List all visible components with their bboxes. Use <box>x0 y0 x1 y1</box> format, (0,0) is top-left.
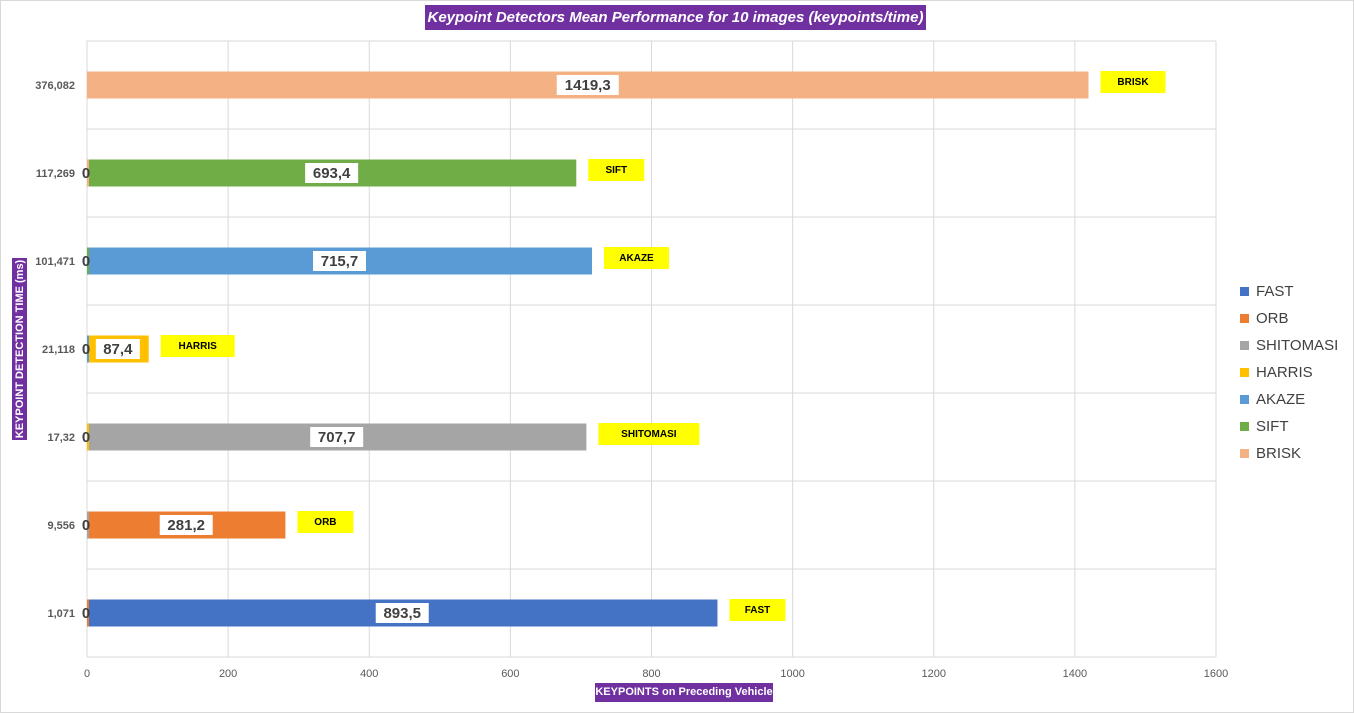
x-tick-label: 800 <box>642 668 660 680</box>
x-tick-label: 600 <box>501 668 519 680</box>
data-label: 0 <box>82 253 90 270</box>
legend-swatch <box>1240 449 1249 458</box>
data-label: 0 <box>82 341 90 358</box>
annotation-label: BRISK <box>1117 77 1149 88</box>
annotation-box <box>598 423 700 445</box>
legend-swatch <box>1240 287 1249 296</box>
chart-title: Keypoint Detectors Mean Performance for … <box>425 5 926 30</box>
y-tick-label: 117,269 <box>36 168 75 180</box>
x-tick-label: 1200 <box>922 668 946 680</box>
legend-label: ORB <box>1256 310 1289 327</box>
y-tick-label: 9,556 <box>47 520 75 532</box>
data-label: 87,4 <box>103 341 133 358</box>
legend-swatch <box>1240 422 1249 431</box>
y-tick-label: 21,118 <box>42 344 75 356</box>
y-axis-title: KEYPOINT DETECTION TIME (ms) <box>12 258 27 440</box>
x-tick-label: 400 <box>360 668 378 680</box>
annotation-box <box>160 335 235 357</box>
legend-swatch <box>1240 368 1249 377</box>
legend-item-fast: FAST <box>1240 278 1338 305</box>
annotation-label: FAST <box>745 605 771 616</box>
x-tick-label: 0 <box>84 668 90 680</box>
annotation-box <box>729 599 786 621</box>
data-label-box <box>305 163 359 183</box>
x-tick-label: 200 <box>219 668 237 680</box>
data-label: 281,2 <box>167 517 205 534</box>
data-label-box <box>313 251 367 271</box>
legend-label: FAST <box>1256 283 1294 300</box>
legend-swatch <box>1240 341 1249 350</box>
legend-swatch <box>1240 395 1249 404</box>
y-tick-label: 376,082 <box>35 80 75 92</box>
x-tick-label: 1000 <box>780 668 804 680</box>
x-tick-label: 1600 <box>1204 668 1228 680</box>
legend-swatch <box>1240 314 1249 323</box>
legend-label: AKAZE <box>1256 391 1306 408</box>
legend: FAST ORB SHITOMASI HARRIS AKAZE SIFT BRISK <box>1240 278 1338 467</box>
data-label-box <box>95 339 140 359</box>
annotation-label: ORB <box>314 517 336 528</box>
x-axis-title: KEYPOINTS on Preceding Vehicle <box>595 683 773 702</box>
annotation-label: HARRIS <box>178 341 217 352</box>
legend-item-brisk: BRISK <box>1240 440 1338 467</box>
y-tick-label: 17,32 <box>47 432 75 444</box>
legend-item-orb: ORB <box>1240 305 1338 332</box>
x-tick-label: 1400 <box>1063 668 1087 680</box>
data-label: 0 <box>82 605 90 622</box>
legend-label: BRISK <box>1256 445 1302 462</box>
data-label-box <box>375 603 429 623</box>
data-label-box <box>159 515 213 535</box>
annotation-label: SHITOMASI <box>621 429 677 440</box>
data-label: 0 <box>82 429 90 446</box>
legend-item-akaze: AKAZE <box>1240 386 1338 413</box>
data-label: 715,7 <box>321 253 359 270</box>
legend-item-sift: SIFT <box>1240 413 1338 440</box>
legend-label: SIFT <box>1256 418 1289 435</box>
data-label: 893,5 <box>383 605 421 622</box>
data-label: 1419,3 <box>565 77 611 94</box>
legend-item-shitomasi: SHITOMASI <box>1240 332 1338 359</box>
legend-item-harris: HARRIS <box>1240 359 1338 386</box>
annotation-box <box>588 159 645 181</box>
data-label-box <box>310 427 364 447</box>
data-label-box <box>556 75 619 95</box>
annotation-box <box>604 247 670 269</box>
data-label: 707,7 <box>318 429 356 446</box>
annotation-label: AKAZE <box>619 253 654 264</box>
data-label: 0 <box>82 517 90 534</box>
data-label: 693,4 <box>313 165 351 182</box>
annotation-box <box>297 511 354 533</box>
annotation-label: SIFT <box>605 165 627 176</box>
data-label: 0 <box>82 165 90 182</box>
legend-label: SHITOMASI <box>1256 337 1339 354</box>
legend-label: HARRIS <box>1256 364 1313 381</box>
y-tick-label: 101,471 <box>35 256 75 268</box>
annotation-box <box>1100 71 1166 93</box>
y-tick-label: 1,071 <box>47 608 75 620</box>
